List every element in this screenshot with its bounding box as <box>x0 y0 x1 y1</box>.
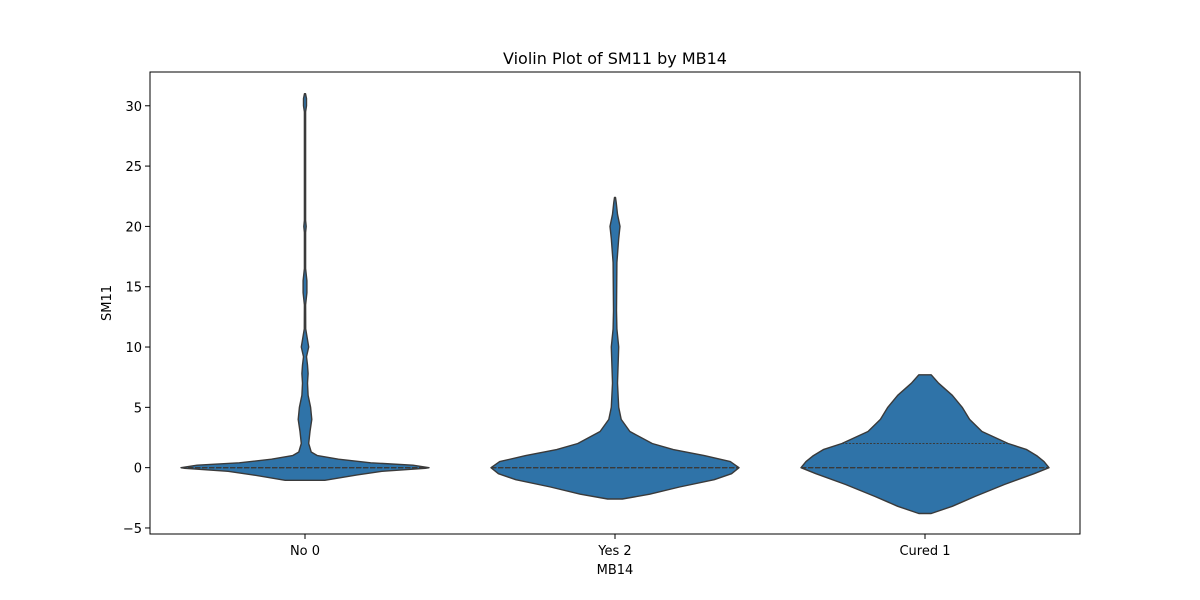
x-axis-label: MB14 <box>597 563 634 578</box>
y-tick-label: 25 <box>125 160 142 175</box>
violins-group <box>180 93 1050 515</box>
violin-yes-2 <box>490 196 740 500</box>
violin-no-0 <box>180 93 430 481</box>
y-tick-label: 30 <box>125 100 142 115</box>
x-tick-label: No 0 <box>290 544 320 559</box>
violin-cured-1 <box>800 374 1050 515</box>
y-tick-label: 10 <box>125 341 142 356</box>
y-axis: −5 0 5 10 15 20 25 30 <box>123 100 150 537</box>
x-axis: No 0 Yes 2 Cured 1 <box>290 534 951 559</box>
y-tick-label: 0 <box>134 462 142 477</box>
y-tick-label: −5 <box>123 522 142 537</box>
x-tick-label: Yes 2 <box>597 544 631 559</box>
y-axis-label: SM11 <box>100 285 115 321</box>
chart-title: Violin Plot of SM11 by MB14 <box>503 49 727 68</box>
y-tick-label: 5 <box>134 401 142 416</box>
x-tick-label: Cured 1 <box>899 544 950 559</box>
y-tick-label: 20 <box>125 220 142 235</box>
y-tick-label: 15 <box>125 281 142 296</box>
